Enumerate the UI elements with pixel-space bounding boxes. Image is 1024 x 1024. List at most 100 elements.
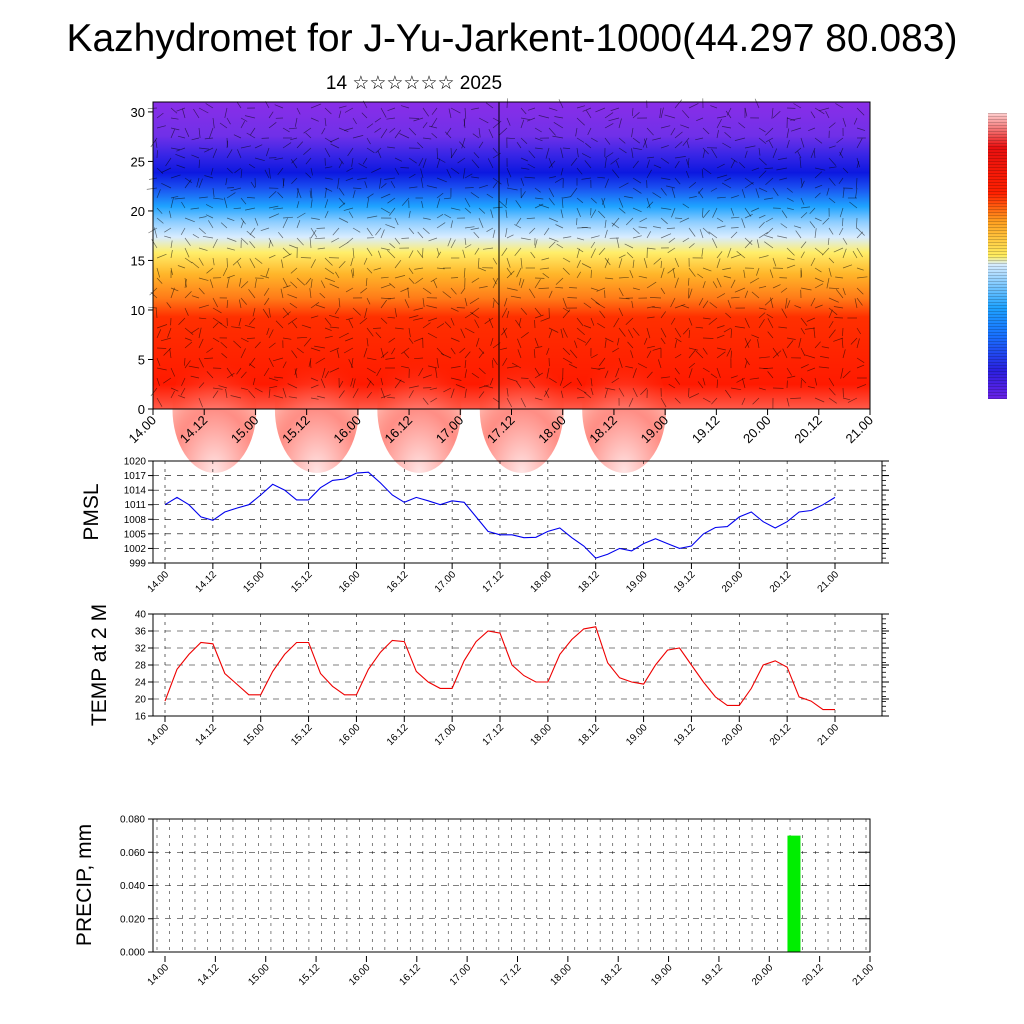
wind-barb	[730, 227, 739, 229]
wind-barb	[576, 237, 585, 241]
wind-barb	[548, 157, 553, 168]
wind-barb	[429, 387, 438, 391]
wind-barb	[492, 300, 495, 309]
wind-barb	[181, 201, 186, 209]
wind-barb	[543, 227, 550, 236]
wind-barb	[726, 347, 732, 357]
wind-barb	[702, 209, 710, 219]
wind-barb	[506, 270, 515, 279]
wind-barb	[767, 371, 774, 379]
wind-barb	[701, 247, 704, 257]
wind-barb	[810, 111, 816, 119]
wind-barb	[646, 371, 653, 379]
wind-barb	[716, 325, 725, 329]
wind-barb	[288, 396, 298, 399]
wind-barb	[212, 390, 219, 399]
wind-barb	[156, 267, 161, 278]
wind-barb	[170, 287, 179, 292]
wind-barb	[730, 160, 736, 169]
wind-barb	[296, 141, 304, 149]
wind-barb	[218, 385, 228, 389]
x-tick-label: 14.12	[194, 569, 220, 595]
wind-barb	[170, 250, 173, 259]
wind-barb	[724, 177, 732, 182]
wind-barb	[590, 354, 598, 359]
wind-barb	[856, 287, 864, 295]
wind-barb	[274, 376, 284, 379]
x-tick-label: 14.00	[146, 569, 172, 595]
wind-barb	[596, 287, 606, 292]
wind-barb	[338, 110, 342, 119]
wind-barb	[436, 357, 439, 368]
x-tick-label: 18.12	[576, 569, 602, 595]
wind-barb	[394, 217, 399, 226]
wind-barb	[702, 317, 711, 320]
wind-barb	[221, 353, 228, 359]
wind-barb	[786, 128, 790, 139]
wind-barb	[245, 207, 256, 211]
wind-barb	[765, 177, 774, 186]
wind-barb	[334, 307, 340, 315]
wind-barb	[224, 107, 228, 118]
wind-barb	[744, 339, 752, 349]
wind-barb	[520, 307, 528, 315]
wind-barb	[529, 227, 536, 234]
wind-barb	[763, 367, 774, 370]
wind-barb	[505, 227, 508, 238]
wind-barb	[464, 197, 471, 208]
wind-barb	[401, 365, 410, 369]
wind-barb	[204, 147, 214, 153]
wind-barb	[444, 321, 452, 329]
wind-barb	[772, 148, 778, 159]
wind-barb	[555, 286, 564, 289]
wind-barb	[246, 230, 256, 239]
wind-barb	[744, 317, 750, 328]
wind-barb	[765, 127, 774, 136]
wind-barb	[804, 354, 816, 359]
wind-barb	[459, 347, 466, 354]
wind-barb	[170, 287, 175, 299]
wind-barb	[422, 158, 427, 169]
wind-barb	[310, 167, 313, 176]
wind-barb	[780, 287, 788, 293]
cross-section-y-axis: 0 5 10 15 20 25 30	[131, 105, 153, 417]
wind-barb	[842, 327, 844, 337]
wind-barb	[212, 148, 218, 159]
wind-barb	[751, 167, 760, 171]
wind-barb	[366, 147, 375, 154]
wind-barb	[716, 118, 722, 129]
wind-barb	[671, 207, 676, 218]
temp-x-axis: 14.00 14.12 15.00 15.12 16.00 16.12 17.00 17.12…	[146, 716, 841, 748]
wind-barb	[674, 277, 679, 289]
wind-barb	[240, 237, 249, 245]
wind-barb	[504, 297, 508, 307]
wind-barb	[514, 224, 522, 229]
wind-barb	[294, 117, 298, 127]
wind-barb	[248, 289, 256, 299]
wind-barb	[814, 171, 823, 179]
wind-barb	[800, 251, 805, 259]
wind-barb	[856, 384, 867, 389]
wind-barb	[696, 117, 704, 122]
wind-barb	[170, 267, 173, 276]
wind-barb	[226, 237, 237, 242]
wind-barb	[260, 227, 270, 232]
wind-barb	[856, 138, 863, 149]
x-tick-label: 19.12	[672, 569, 698, 595]
wind-barb	[583, 391, 592, 399]
wind-barb	[212, 297, 219, 308]
wind-barb	[800, 241, 807, 249]
wind-barb	[212, 322, 219, 329]
wind-barb	[338, 390, 345, 399]
wind-barb	[427, 332, 438, 339]
wind-barb	[254, 278, 257, 289]
wind-barb	[226, 149, 233, 159]
wind-barb	[478, 267, 487, 272]
wind-barb	[376, 367, 382, 377]
wind-barb	[708, 231, 718, 239]
wind-barb	[539, 267, 550, 270]
wind-barb	[538, 115, 550, 119]
y-tick-label: 40	[135, 610, 147, 621]
wind-barb	[250, 181, 256, 189]
wind-barb	[249, 363, 256, 369]
